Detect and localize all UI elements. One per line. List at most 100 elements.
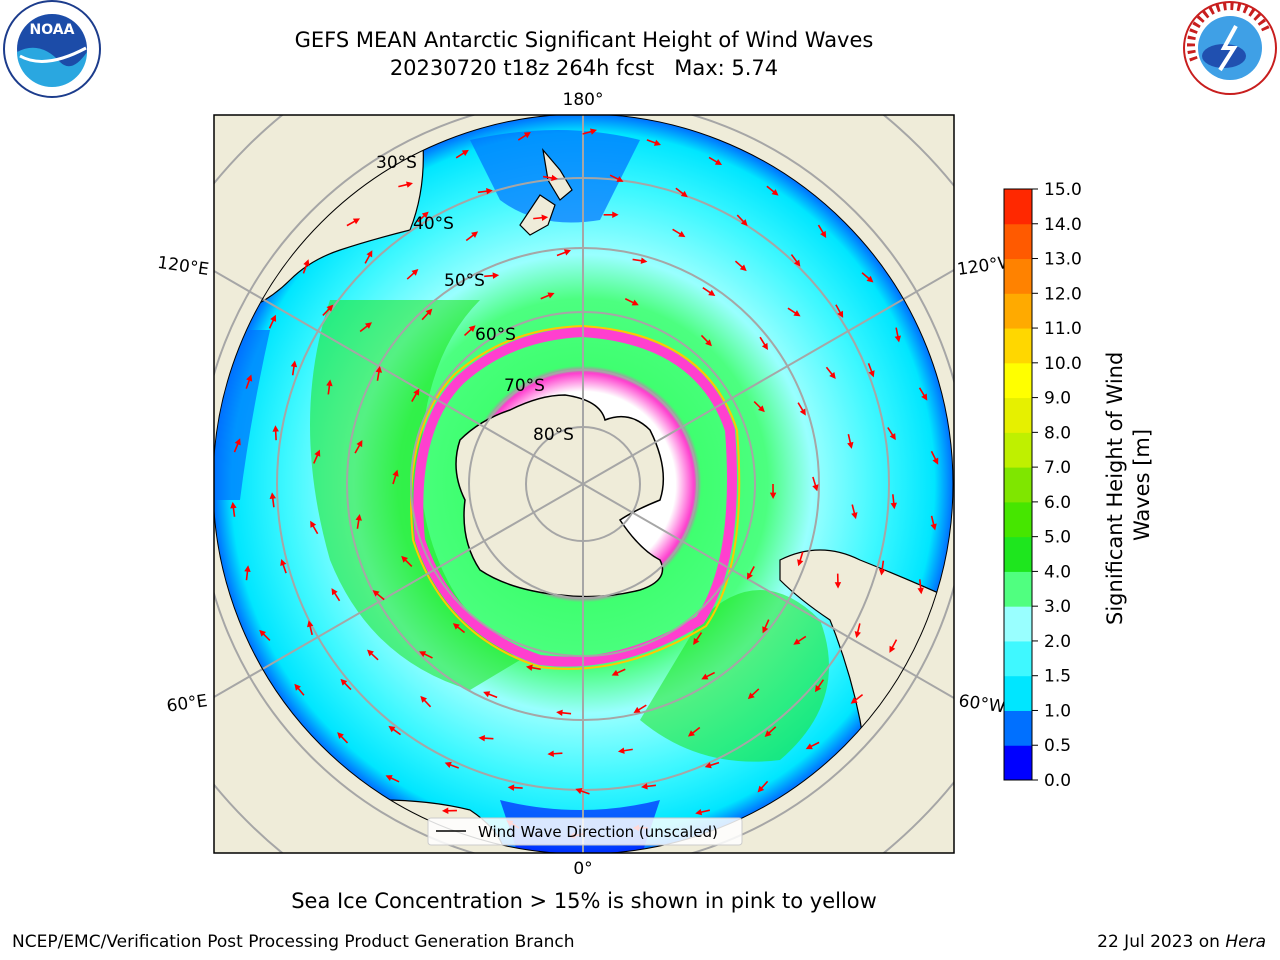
wave-arrow-head bbox=[889, 433, 896, 441]
wave-arrow-head bbox=[705, 339, 712, 347]
wave-arrow-head bbox=[678, 231, 686, 238]
wave-arrow-head bbox=[805, 743, 813, 750]
lon-label-180: 180° bbox=[563, 90, 604, 110]
colorbar-tick-label: 10.0 bbox=[1044, 354, 1082, 374]
colorbar-segment bbox=[1004, 710, 1032, 746]
lon-label-60e: 60°E bbox=[165, 691, 208, 716]
lon-label-0: 0° bbox=[573, 859, 592, 879]
footer-date: 22 Jul 2023 on Hera bbox=[1097, 932, 1266, 952]
wave-arrow-head bbox=[525, 664, 533, 671]
wave-arrow-head bbox=[392, 469, 399, 477]
colorbar-segment bbox=[1004, 397, 1032, 433]
wave-arrow-head bbox=[492, 272, 500, 279]
wave-arrow-head bbox=[326, 304, 334, 312]
wave-arrow-head bbox=[834, 582, 842, 589]
wave-arrow-head bbox=[294, 683, 301, 691]
wave-arrow-head bbox=[280, 558, 287, 567]
wave-arrow-head bbox=[326, 379, 333, 387]
colorbar-tick-label: 13.0 bbox=[1044, 250, 1082, 270]
colorbar-segment bbox=[1004, 432, 1032, 468]
colorbar-segment bbox=[1004, 501, 1032, 538]
wave-arrow-head bbox=[653, 139, 661, 146]
wave-arrow-head bbox=[680, 190, 688, 198]
wave-arrow-head bbox=[444, 761, 452, 768]
colorbar-tick-label: 0.5 bbox=[1044, 736, 1071, 756]
lon-label-120e: 120°E bbox=[156, 253, 210, 280]
wave-arrow-head bbox=[890, 502, 897, 510]
lat-label-30s: 30°S bbox=[376, 153, 417, 173]
lat-label-60s: 60°S bbox=[475, 325, 516, 345]
colorbar-segment bbox=[1004, 571, 1032, 607]
lon-label-60w: 60°W bbox=[957, 691, 1006, 717]
wave-arrow-head bbox=[364, 322, 372, 329]
footer-credit: NCEP/EMC/Verification Post Processing Pr… bbox=[12, 932, 575, 952]
wave-arrow-head bbox=[356, 440, 363, 448]
title-line-1: GEFS MEAN Antarctic Significant Height o… bbox=[294, 28, 874, 52]
wave-arrow-head bbox=[761, 342, 768, 350]
wave-arrow-head bbox=[764, 730, 772, 737]
wave-arrow-head bbox=[413, 388, 420, 396]
wave-arrow-head bbox=[486, 188, 493, 195]
wave-arrow-head bbox=[551, 174, 558, 182]
wave-arrow-head bbox=[367, 649, 374, 657]
wave-arrow-head bbox=[290, 360, 298, 368]
wave-arrow-head bbox=[854, 631, 861, 639]
colorbar-segment bbox=[1004, 467, 1032, 503]
wave-arrow-head bbox=[590, 128, 598, 135]
colorbar-tick-label: 14.0 bbox=[1044, 215, 1082, 235]
colorbar-segment bbox=[1004, 536, 1032, 572]
wave-arrow-head bbox=[708, 289, 716, 297]
wave-arrow-head bbox=[441, 807, 449, 814]
colorbar-tick-label: 1.5 bbox=[1044, 667, 1071, 687]
longitude-grid bbox=[214, 115, 954, 853]
wave-arrow-head bbox=[878, 568, 886, 576]
colorbar-tick-label: 5.0 bbox=[1044, 528, 1071, 548]
colorbar-segment bbox=[1004, 745, 1032, 781]
wave-arrow-head bbox=[246, 374, 253, 382]
wave-arrow-head bbox=[421, 211, 429, 219]
wave-arrow-head bbox=[762, 626, 769, 634]
colorbar-segment bbox=[1004, 189, 1032, 225]
wave-arrow-head bbox=[850, 697, 858, 704]
colorbar-segment bbox=[1004, 293, 1032, 329]
wave-arrow-head bbox=[234, 438, 241, 446]
colorbar-tick-label: 7.0 bbox=[1044, 458, 1071, 478]
wave-arrow-head bbox=[829, 372, 836, 380]
wave-arrow-head bbox=[793, 310, 801, 317]
lat-label-80s: 80°S bbox=[533, 425, 574, 445]
colorbar: 0.0 0.5 1.0 1.5 2.0 3.0 4.0 5.0 6.0 7.0 8.0 9.0 10.0… bbox=[1003, 180, 1082, 791]
wave-arrow-head bbox=[375, 365, 383, 373]
wave-arrow-head bbox=[425, 308, 433, 316]
wave-arrow-head bbox=[932, 457, 939, 465]
legend-label: Wind Wave Direction (unscaled) bbox=[478, 823, 718, 841]
wave-arrow-head bbox=[541, 214, 549, 221]
footer-machine: Hera bbox=[1225, 932, 1266, 952]
wave-arrow-head bbox=[704, 762, 712, 769]
wave-arrow-head bbox=[837, 310, 844, 318]
wave-arrow-head bbox=[640, 257, 648, 264]
wave-arrow-head bbox=[355, 513, 362, 521]
noaa-logo-text: NOAA bbox=[30, 22, 75, 38]
wave-arrow-head bbox=[633, 706, 641, 713]
wave-arrow-head bbox=[468, 325, 476, 332]
wave-arrow-head bbox=[820, 230, 827, 238]
wave-arrow-head bbox=[452, 623, 460, 630]
colorbar-tick-label: 12.0 bbox=[1044, 284, 1082, 304]
colorbar-tick-label: 0.0 bbox=[1044, 771, 1071, 791]
lat-label-70s: 70°S bbox=[504, 376, 545, 396]
colorbar-segment bbox=[1004, 258, 1032, 294]
colorbar-segment bbox=[1004, 606, 1032, 642]
wave-arrow-head bbox=[307, 620, 314, 628]
wave-arrow-head bbox=[617, 747, 625, 754]
wave-arrow-head bbox=[894, 335, 901, 343]
wave-arrow-head bbox=[693, 637, 700, 646]
wave-arrow-head bbox=[631, 299, 639, 306]
wave-arrow-head bbox=[420, 695, 427, 703]
wave-arrow-head bbox=[868, 370, 875, 378]
wave-arrow-head bbox=[269, 492, 277, 500]
wave-arrow-head bbox=[483, 691, 491, 698]
map-border bbox=[213, 114, 955, 854]
antarctica-landmass bbox=[455, 394, 665, 598]
wave-arrow-head bbox=[851, 512, 858, 520]
colorbar-segment bbox=[1004, 675, 1032, 711]
